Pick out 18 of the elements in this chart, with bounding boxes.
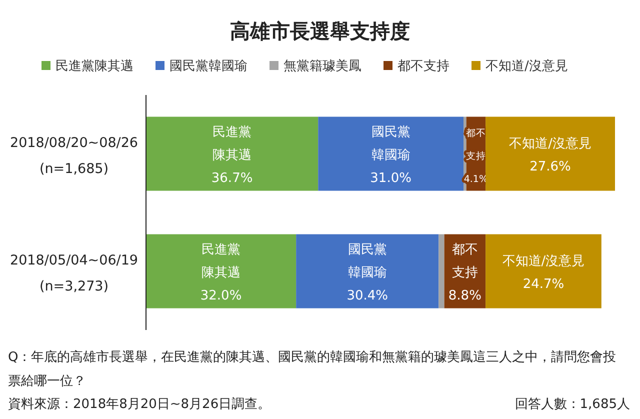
data-label: 民進黨陳其邁32.0% — [200, 242, 242, 304]
source-note: 資料來源：2018年8月20日~8月26日調查。 — [8, 396, 271, 413]
legend-label: 無黨籍璩美鳳 — [284, 58, 362, 74]
y-tick-label: 2018/08/20~08/26 (n=1,685) — [10, 134, 138, 177]
data-label: 國民黨韓國瑜31.0% — [370, 124, 412, 186]
data-label: 民進黨陳其邁36.7% — [211, 124, 253, 186]
chart-title: 高雄市長選舉支持度 — [230, 19, 410, 43]
legend-label: 民進黨陳其邁 — [56, 59, 134, 74]
data-label: 不知道/沒意見27.6% — [509, 136, 592, 174]
text: Q：年底的高雄市長選舉，在民進黨的陳其邁、國民黨的韓國瑜和無黨籍的璩美鳳這三人之中，請問您會投票給哪一位？ — [8, 349, 618, 391]
text: 回答人數：1,685人 — [514, 396, 630, 413]
data-label: 都不支持8.8% — [448, 242, 482, 304]
legend-label: 國民黨韓國瑜 — [170, 59, 248, 74]
data-label: 國民黨韓國瑜30.4% — [346, 242, 388, 304]
data-label: 不知道/沒意見24.7% — [502, 254, 585, 292]
legend-label: 都不支持 — [398, 59, 450, 74]
y-tick-label: 2018/05/04~06/19 (n=3,273) — [10, 252, 138, 294]
legend-label: 不知道/沒意見 — [486, 59, 568, 74]
